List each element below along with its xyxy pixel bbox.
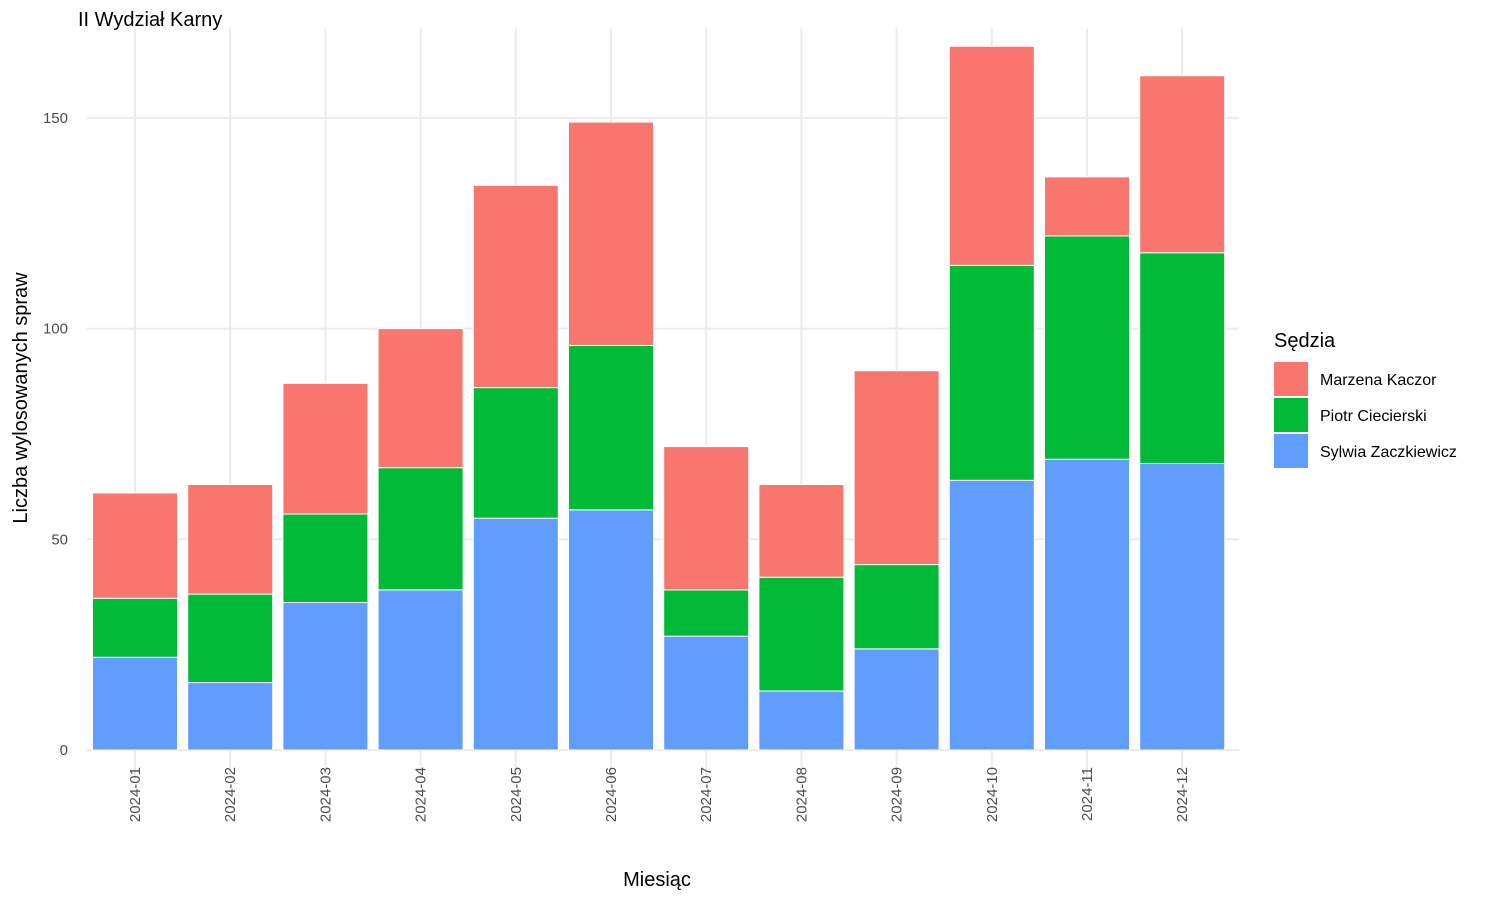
y-tick-labels: 0 50 100 150 <box>43 110 68 759</box>
x-tick-label: 2024-05 <box>508 767 525 822</box>
x-tick-label: 2024-12 <box>1174 767 1191 822</box>
bar-2024-05-series-1 <box>472 387 559 519</box>
legend-swatch <box>1274 398 1308 432</box>
x-tick-label: 2024-09 <box>889 767 906 822</box>
bar-2024-09-series-1 <box>853 564 940 650</box>
bar-2024-12-series-0 <box>1139 462 1226 751</box>
bar-2024-02-series-1 <box>187 593 274 684</box>
bar-2024-08-series-2 <box>758 484 845 578</box>
x-tick-label: 2024-03 <box>317 767 334 822</box>
legend-label: Marzena Kaczor <box>1320 372 1437 389</box>
bar-2024-02-series-0 <box>187 682 274 751</box>
bar-2024-09-series-2 <box>853 370 940 566</box>
bar-2024-08-series-1 <box>758 576 845 692</box>
x-tick-labels: 2024-01 2024-02 2024-03 2024-04 2024-05 2024-… <box>127 767 1191 822</box>
bar-2024-07-series-2 <box>663 446 750 591</box>
x-tick-label: 2024-10 <box>984 767 1001 822</box>
x-tick-label: 2024-04 <box>413 767 430 822</box>
y-axis-title: Liczba wylosowanych spraw <box>10 272 32 524</box>
bar-2024-09-series-0 <box>853 648 940 751</box>
x-tick-label: 2024-07 <box>698 767 715 822</box>
bar-2024-07-series-0 <box>663 635 750 751</box>
bar-2024-12-series-1 <box>1139 252 1226 464</box>
y-tick-label: 150 <box>43 110 68 127</box>
bar-2024-01-series-1 <box>92 597 178 658</box>
x-tick-label: 2024-06 <box>603 767 620 822</box>
chart-title: II Wydział Karny <box>78 9 222 31</box>
x-tick-label: 2024-01 <box>127 767 144 822</box>
legend-label: Piotr Ciecierski <box>1320 408 1427 425</box>
x-tick-label: 2024-11 <box>1079 767 1096 821</box>
bar-2024-12-series-2 <box>1139 75 1226 254</box>
bar-2024-01-series-2 <box>92 492 178 599</box>
bar-2024-03-series-1 <box>282 513 369 604</box>
bar-2024-05-series-2 <box>472 184 559 389</box>
legend-swatch <box>1274 434 1308 468</box>
bars <box>92 45 1226 751</box>
bar-2024-11-series-2 <box>1044 176 1130 237</box>
bar-2024-02-series-2 <box>187 484 274 595</box>
x-tick-label: 2024-08 <box>793 767 810 822</box>
legend-label: Sylwia Zaczkiewicz <box>1320 444 1457 461</box>
bar-2024-06-series-2 <box>568 121 654 346</box>
bar-2024-03-series-0 <box>282 602 369 751</box>
bar-2024-11-series-0 <box>1044 458 1130 751</box>
bar-2024-10-series-2 <box>948 45 1035 266</box>
bar-2024-11-series-1 <box>1044 235 1130 460</box>
bar-2024-10-series-0 <box>948 479 1035 751</box>
bar-2024-03-series-2 <box>282 382 369 515</box>
y-tick-label: 100 <box>43 321 68 338</box>
bar-2024-05-series-0 <box>472 517 559 751</box>
bar-2024-06-series-0 <box>568 509 654 751</box>
y-tick-label: 50 <box>51 531 68 548</box>
bar-2024-01-series-0 <box>92 656 178 751</box>
bar-2024-06-series-1 <box>568 344 654 511</box>
legend-swatch <box>1274 362 1308 396</box>
bar-2024-04-series-1 <box>377 467 464 591</box>
bar-2024-04-series-2 <box>377 328 464 469</box>
legend-title: Sędzia <box>1274 330 1336 352</box>
bar-2024-07-series-1 <box>663 589 750 637</box>
bar-2024-04-series-0 <box>377 589 464 751</box>
bar-2024-08-series-0 <box>758 690 845 751</box>
x-tick-label: 2024-02 <box>222 767 239 822</box>
y-tick-label: 0 <box>60 742 68 759</box>
bar-2024-10-series-1 <box>948 264 1035 481</box>
x-axis-title: Miesiąc <box>623 869 691 891</box>
legend: Sędzia Marzena Kaczor Piotr Ciecierski Syl… <box>1274 330 1457 468</box>
